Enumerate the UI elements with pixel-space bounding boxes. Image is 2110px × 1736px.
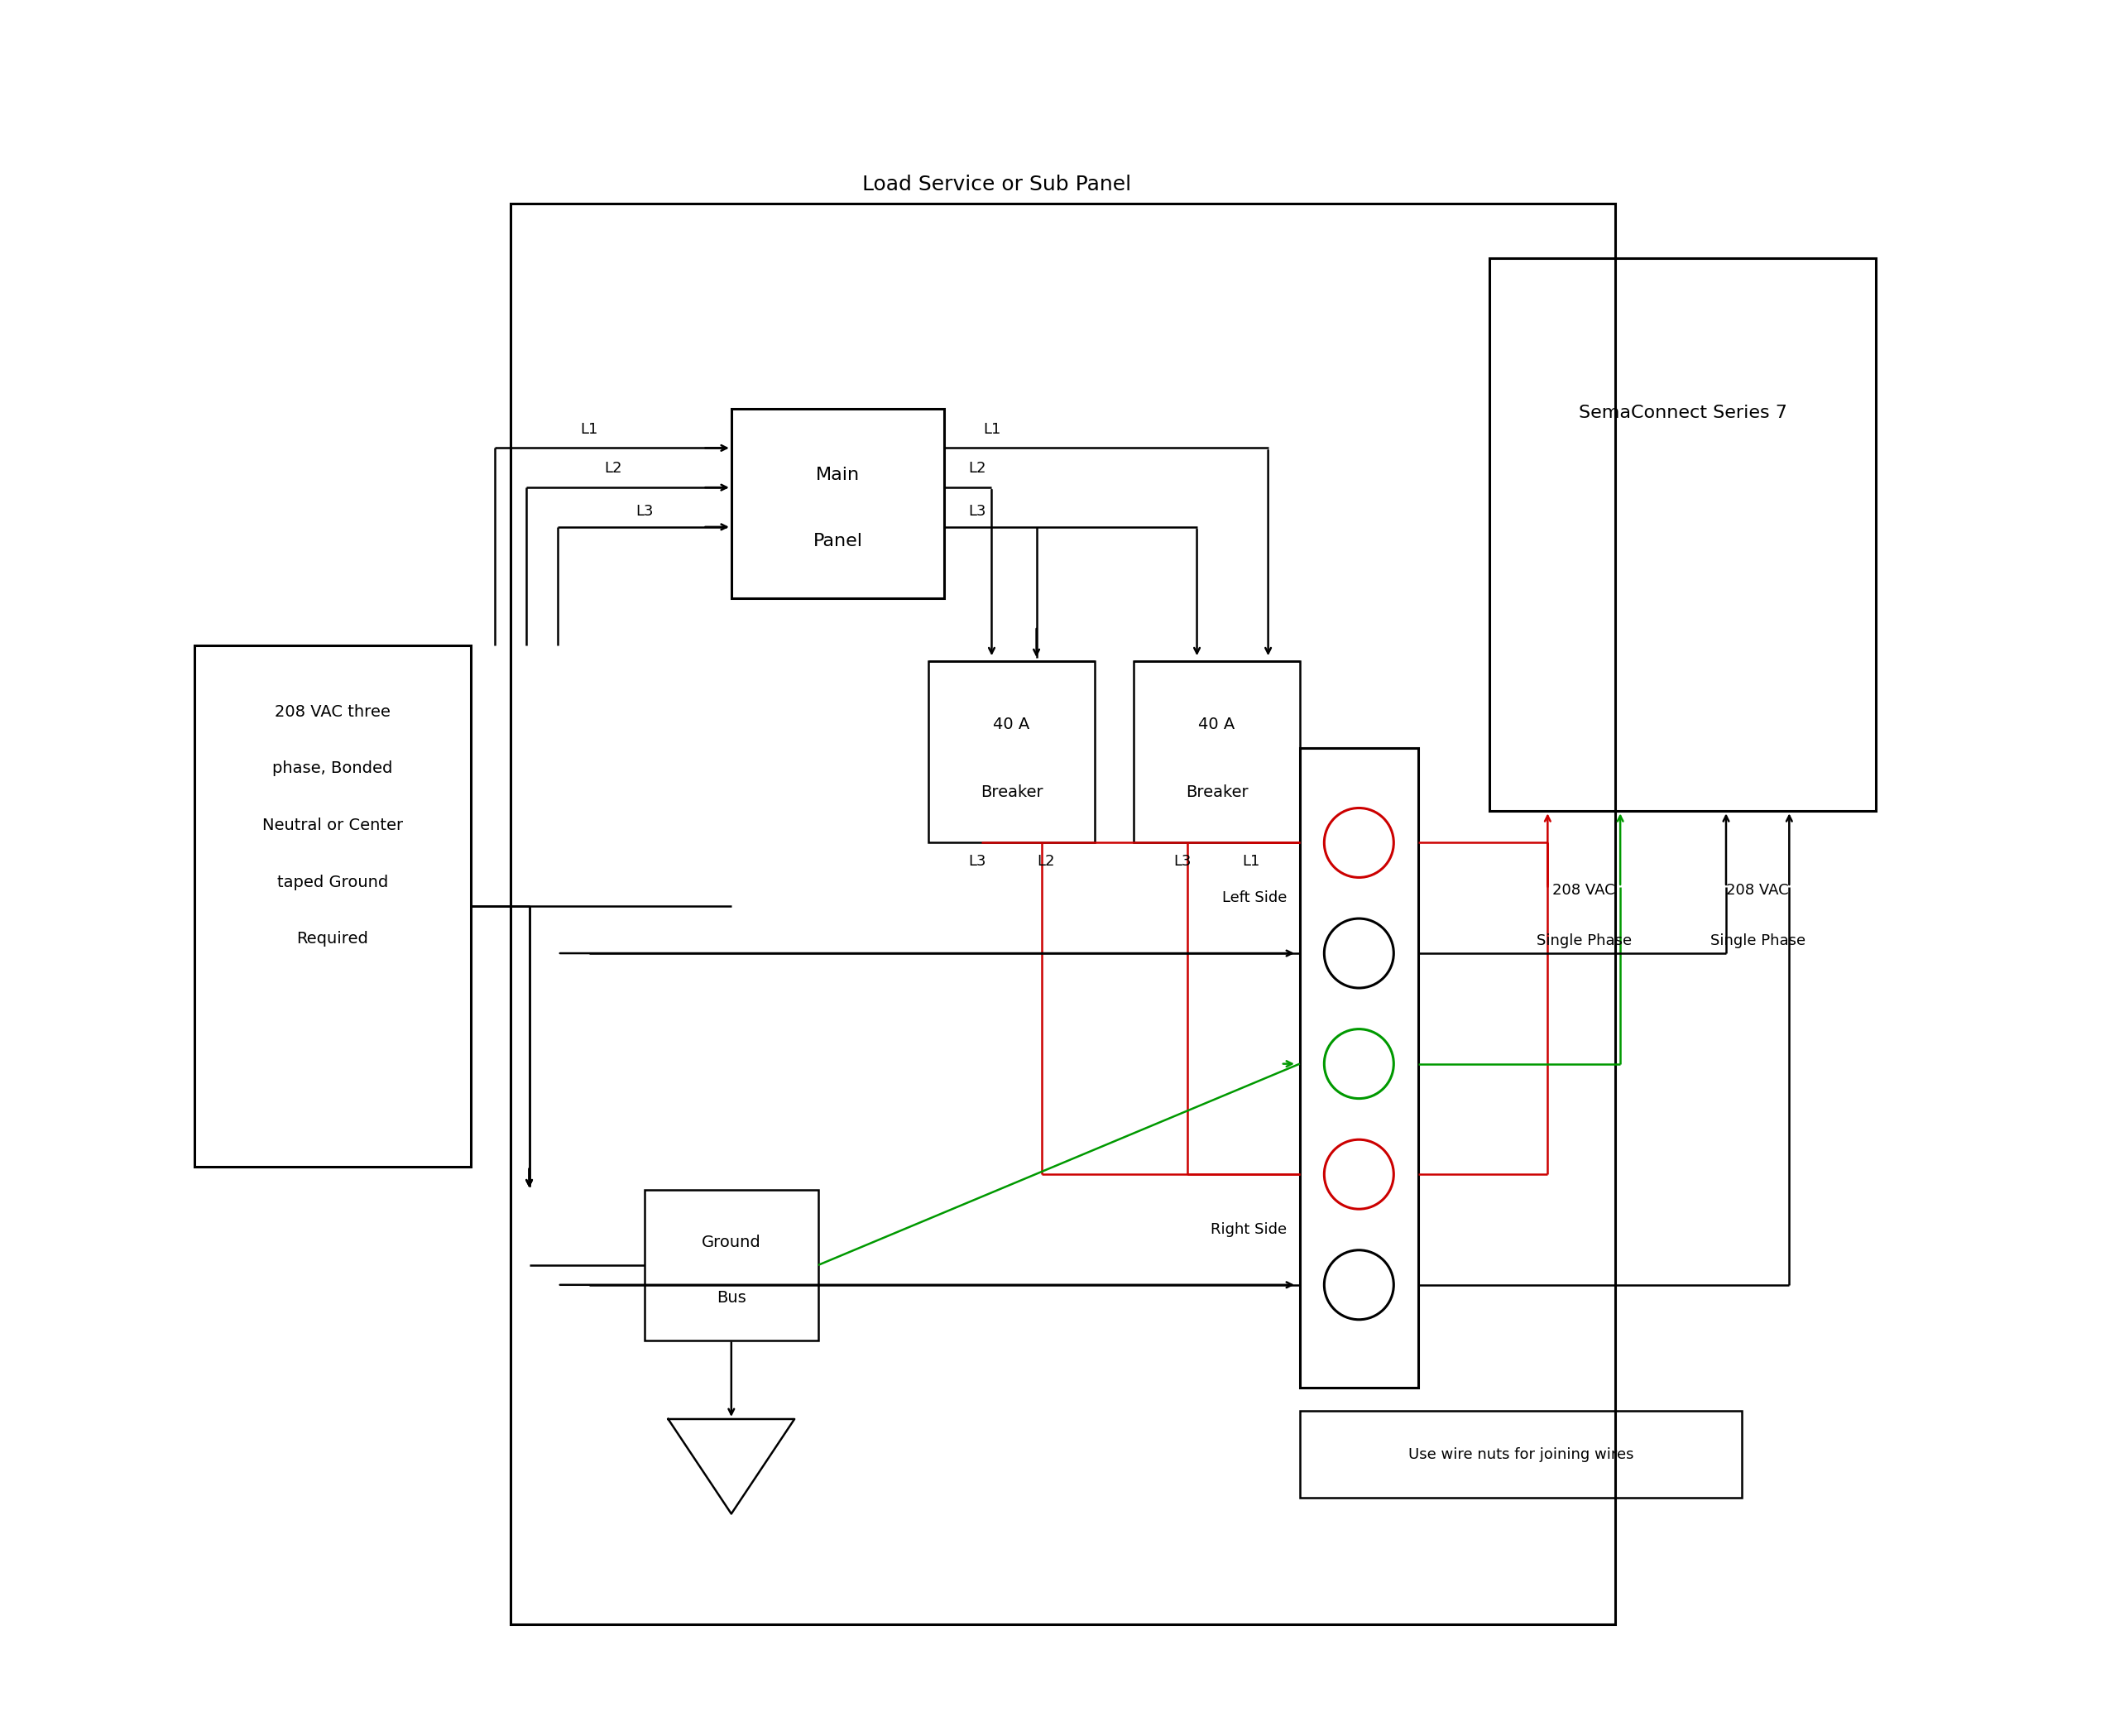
Bar [1300,1411,1743,1498]
Text: Neutral or Center: Neutral or Center [262,818,403,833]
Text: Single Phase: Single Phase [1709,934,1806,948]
Bar [732,408,945,597]
Text: L1: L1 [983,422,1000,436]
Circle shape [1325,1139,1395,1208]
Bar [644,1191,819,1340]
Text: L2: L2 [968,462,985,476]
Text: Use wire nuts for joining wires: Use wire nuts for joining wires [1407,1448,1633,1462]
Circle shape [1325,918,1395,988]
Text: SemaConnect Series 7: SemaConnect Series 7 [1578,404,1787,422]
Text: Load Service or Sub Panel: Load Service or Sub Panel [863,174,1131,194]
Text: 208 VAC three: 208 VAC three [274,703,390,719]
Bar [1300,748,1418,1387]
Text: Required: Required [298,930,369,946]
Text: L3: L3 [968,854,985,870]
Text: L1: L1 [580,422,597,436]
Bar [194,646,471,1167]
Text: L3: L3 [1173,854,1192,870]
Text: Breaker: Breaker [981,785,1042,800]
Text: Single Phase: Single Phase [1536,934,1631,948]
Text: Breaker: Breaker [1186,785,1249,800]
Bar [511,203,1616,1625]
Circle shape [1325,1250,1395,1319]
Text: taped Ground: taped Ground [276,875,388,891]
Text: Panel: Panel [812,533,863,549]
Text: Main: Main [817,467,861,483]
Circle shape [1325,807,1395,877]
Text: 208 VAC: 208 VAC [1726,882,1789,898]
Text: L3: L3 [635,503,654,519]
Text: Bus: Bus [717,1290,747,1305]
Text: L2: L2 [1038,854,1055,870]
Bar [1133,661,1300,842]
Text: 40 A: 40 A [994,717,1030,733]
Text: L3: L3 [968,503,985,519]
Text: L1: L1 [1243,854,1260,870]
Circle shape [1325,1029,1395,1099]
Bar [928,661,1095,842]
Text: Ground: Ground [703,1234,762,1250]
Bar [1490,259,1876,811]
Text: Left Side: Left Side [1222,891,1287,906]
Text: 208 VAC: 208 VAC [1553,882,1616,898]
Text: L2: L2 [603,462,622,476]
Text: phase, Bonded: phase, Bonded [272,760,392,776]
Text: Right Side: Right Side [1211,1222,1287,1238]
Text: 40 A: 40 A [1198,717,1234,733]
